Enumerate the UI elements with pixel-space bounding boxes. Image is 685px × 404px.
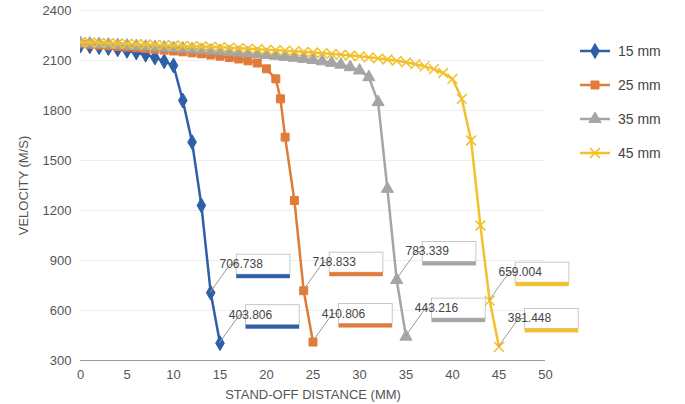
svg-text:600: 600 [50, 303, 72, 318]
html-text:25 mm: 25 mm [618, 77, 661, 93]
svg-text:10: 10 [166, 367, 180, 382]
html-text:45 mm: 45 mm [618, 145, 661, 161]
svg-text:659.004: 659.004 [499, 265, 543, 279]
html-text:35 mm: 35 mm [618, 111, 661, 127]
html-text:15 mm: 15 mm [618, 43, 661, 59]
svg-text:VELOCITY (M/S): VELOCITY (M/S) [16, 136, 31, 235]
svg-text:40: 40 [445, 367, 459, 382]
svg-text:706.738: 706.738 [220, 257, 264, 271]
svg-text:410.806: 410.806 [322, 307, 366, 321]
svg-text:20: 20 [259, 367, 273, 382]
svg-text:300: 300 [50, 353, 72, 368]
svg-text:900: 900 [50, 253, 72, 268]
svg-text:35: 35 [399, 367, 413, 382]
svg-text:STAND-OFF DISTANCE (MM): STAND-OFF DISTANCE (MM) [225, 387, 401, 402]
svg-text:25: 25 [306, 367, 320, 382]
svg-text:0: 0 [77, 367, 84, 382]
svg-text:50: 50 [538, 367, 552, 382]
svg-text:2100: 2100 [43, 53, 72, 68]
svg-text:403.806: 403.806 [229, 308, 273, 322]
svg-text:1800: 1800 [43, 103, 72, 118]
svg-text:30: 30 [352, 367, 366, 382]
svg-text:381.448: 381.448 [508, 311, 552, 325]
svg-text:15: 15 [213, 367, 227, 382]
svg-text:1200: 1200 [43, 203, 72, 218]
svg-text:783.339: 783.339 [406, 244, 450, 258]
svg-text:2400: 2400 [43, 3, 72, 18]
svg-text:45: 45 [492, 367, 506, 382]
svg-text:718.833: 718.833 [313, 255, 357, 269]
svg-text:5: 5 [123, 367, 130, 382]
svg-text:443.216: 443.216 [415, 301, 459, 315]
svg-text:1500: 1500 [43, 153, 72, 168]
